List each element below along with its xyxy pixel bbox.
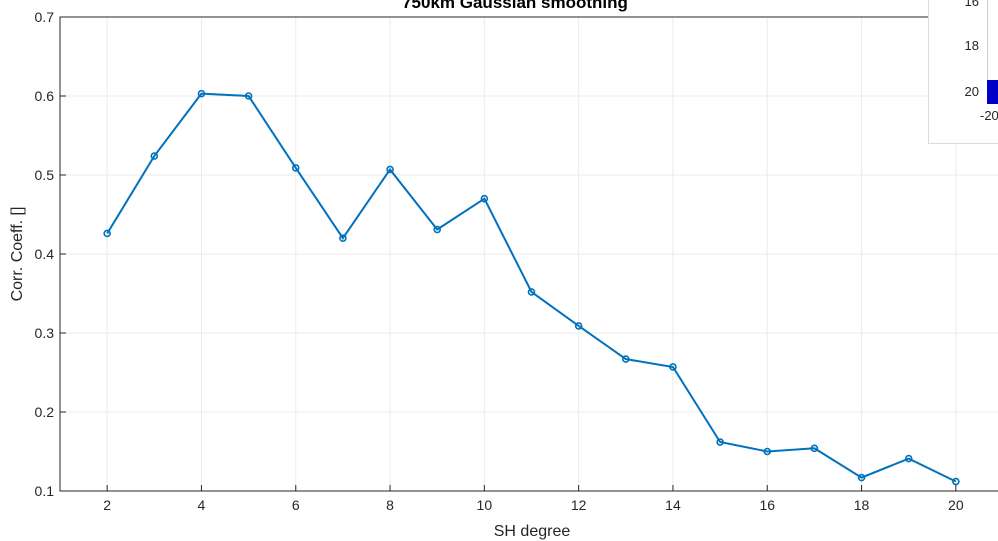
chart-title: 750km Gaussian smoothing — [402, 0, 628, 12]
inset-tick-label: 18 — [964, 38, 979, 53]
y-ticks: 0.1 0.2 0.3 0.4 0.5 0.6 0.7 — [35, 9, 66, 499]
inset-tick-label: 16 — [964, 0, 979, 9]
colorbar-inset: 16 18 20 -20 — [928, 0, 998, 144]
data-point — [244, 92, 253, 100]
x-tick-label: 2 — [103, 497, 111, 513]
data-point — [150, 152, 159, 160]
series-line — [106, 92, 957, 483]
y-tick-label: 0.6 — [35, 88, 55, 104]
y-tick-label: 0.1 — [35, 483, 55, 499]
data-point — [386, 165, 394, 174]
inset-tick-label: 20 — [964, 84, 979, 99]
data-point — [952, 477, 960, 486]
data-point — [574, 322, 583, 330]
x-tick-label: 20 — [948, 497, 964, 513]
y-tick-label: 0.5 — [35, 167, 55, 183]
data-point — [103, 229, 111, 238]
x-tick-label: 10 — [477, 497, 493, 513]
data-point — [291, 164, 300, 172]
data-point — [763, 447, 772, 456]
x-tick-label: 8 — [386, 497, 394, 513]
data-point — [197, 89, 206, 98]
inset-highlight-cell — [987, 80, 998, 104]
data-point — [810, 444, 819, 453]
data-point — [621, 355, 630, 363]
x-tick-label: 12 — [571, 497, 587, 513]
y-tick-label: 0.2 — [35, 404, 55, 420]
x-tick-label: 6 — [292, 497, 300, 513]
data-point — [716, 438, 724, 446]
data-point — [904, 454, 913, 463]
y-tick-label: 0.4 — [35, 246, 55, 262]
data-point — [527, 288, 536, 296]
y-tick-label: 0.3 — [35, 325, 55, 341]
data-point — [480, 194, 489, 203]
inset-x-tick-label: -20 — [980, 108, 998, 123]
x-tick-label: 14 — [665, 497, 681, 513]
y-axis-label: Corr. Coeff. [] — [9, 207, 26, 302]
data-point — [669, 363, 677, 371]
data-markers — [103, 89, 960, 486]
x-tick-label: 4 — [198, 497, 206, 513]
x-tick-label: 16 — [759, 497, 775, 513]
x-tick-label: 18 — [854, 497, 870, 513]
x-axis-label: SH degree — [494, 523, 571, 540]
data-point — [857, 473, 866, 482]
data-point — [339, 234, 347, 242]
data-point — [433, 225, 442, 234]
y-tick-label: 0.7 — [35, 9, 55, 25]
grid-lines — [60, 16, 998, 492]
inset-empty-cell — [987, 0, 998, 80]
x-ticks: 2 4 6 8 10 12 14 16 18 20 — [103, 485, 964, 513]
